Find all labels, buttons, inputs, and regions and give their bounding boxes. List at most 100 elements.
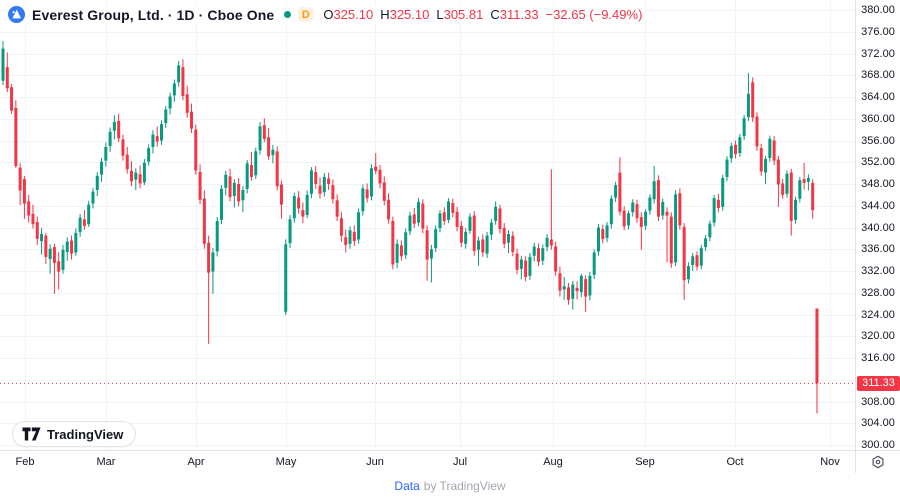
candle-body [387, 199, 391, 220]
time-axis-settings[interactable] [855, 450, 900, 473]
candle-body [134, 172, 138, 180]
candle-body [198, 172, 202, 200]
candle-body [631, 202, 635, 213]
candle-body [691, 256, 695, 266]
candle-body [622, 210, 626, 227]
candle-body [738, 137, 742, 154]
low-value: 305.81 [443, 7, 484, 22]
candle-body [511, 235, 515, 252]
candle-body [566, 287, 570, 300]
candle-body [408, 215, 412, 232]
candle-body [61, 249, 65, 270]
candle-body [14, 107, 18, 167]
candle-body [395, 243, 399, 263]
candle-body [279, 184, 283, 205]
candle-body [22, 179, 26, 204]
month-label: Oct [726, 456, 744, 468]
data-link[interactable]: Data [394, 478, 420, 493]
candle-body [112, 122, 116, 131]
interval-badge: D [298, 7, 314, 22]
candle-body [327, 178, 331, 184]
symbol-header: Everest Group, Ltd. · 1D · Cboe One D O3… [8, 5, 647, 24]
price-tick-label: 380.00 [861, 4, 895, 16]
candle-body [674, 194, 678, 263]
candle-body [391, 220, 395, 265]
candle-body [477, 240, 481, 250]
candle-body [764, 158, 768, 173]
candle-body [219, 188, 223, 220]
candle-body [798, 180, 802, 199]
gear-icon[interactable] [871, 455, 885, 469]
price-tick-label: 308.00 [861, 395, 895, 408]
price-axis[interactable]: 311.33 380.00 376.00 372.00 368.00 364.00 360… [855, 0, 900, 451]
candle-body [404, 232, 408, 256]
change-value: −32.65 (−9.49%) [545, 7, 643, 22]
candle-body [125, 154, 129, 170]
ohlc-values: O325.10 H325.10 L305.81 C311.33 −32.65 (… [323, 7, 642, 22]
candle-body [725, 159, 729, 177]
candle-body [5, 67, 9, 89]
market-status-dot-icon [284, 11, 292, 18]
candle-body [202, 198, 206, 244]
candle-body [571, 284, 575, 299]
candle-body [357, 212, 361, 240]
open-label: O [323, 7, 334, 22]
candle-body [44, 235, 48, 257]
price-tick-label: 344.00 [861, 199, 895, 212]
high-label: H [380, 7, 390, 22]
candle-body [185, 94, 189, 113]
candle-body [52, 247, 56, 263]
price-tick-label: 372.00 [861, 47, 895, 60]
candle-body [742, 118, 746, 137]
candle-body [682, 226, 686, 281]
candle-body [712, 198, 716, 223]
candle-body [489, 222, 493, 235]
candle-body [91, 191, 95, 204]
candle-body [211, 252, 215, 272]
candle-body [35, 222, 39, 239]
candle-body [117, 120, 121, 139]
candle-wick [550, 169, 552, 250]
month-label: Mar [96, 456, 116, 468]
close-label: C [490, 7, 500, 22]
candlestick-chart[interactable] [0, 0, 855, 450]
candle-body [772, 140, 776, 161]
candle-body [95, 175, 99, 190]
price-tick-label: 324.00 [861, 308, 895, 321]
candle-body [494, 206, 498, 221]
price-tick-label: 360.00 [861, 112, 895, 125]
candle-body [31, 213, 35, 225]
candle-body [472, 215, 476, 251]
candle-body [292, 195, 296, 219]
candle-body [160, 124, 164, 141]
candle-body [1, 48, 5, 81]
candle-body [365, 189, 369, 199]
candle-body [262, 125, 266, 139]
tradingview-logo-icon [22, 427, 41, 441]
candle-body [639, 217, 643, 227]
candle-body [537, 248, 540, 262]
candle-body [78, 217, 82, 232]
price-tick-label: 320.00 [861, 330, 895, 343]
candle-body [82, 219, 86, 226]
candle-wick [375, 153, 377, 175]
candle-body [507, 234, 511, 243]
price-tick-label: 352.00 [861, 156, 895, 169]
candle-body [481, 239, 485, 253]
candle-body [669, 216, 673, 264]
tradingview-watermark-link[interactable]: TradingView [12, 421, 137, 447]
time-axis[interactable]: Feb Mar Apr May Jun Jul Aug Sep Oct Nov [0, 450, 855, 473]
candle-body [258, 126, 262, 151]
candle-body [815, 308, 819, 384]
candle-body [177, 65, 181, 83]
candle-body [314, 172, 318, 184]
candle-wick [208, 235, 210, 344]
candle-body [635, 204, 639, 219]
candle-body [455, 211, 459, 227]
candle-body [781, 183, 785, 195]
candle-body [344, 237, 348, 245]
candle-body [429, 249, 433, 259]
candle-body [374, 166, 378, 171]
candle-body [142, 162, 146, 183]
